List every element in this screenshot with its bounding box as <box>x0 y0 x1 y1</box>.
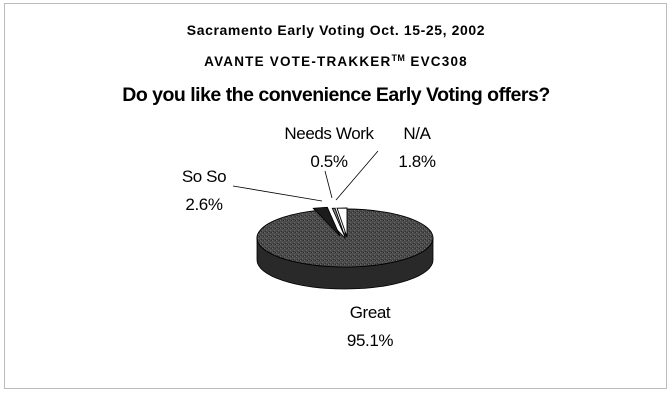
slice-label-n-a: N/A <box>403 124 431 143</box>
slice-great <box>256 208 434 268</box>
survey-question: Do you like the convenience Early Voting… <box>122 84 550 106</box>
chart-title: Sacramento Early Voting Oct. 15-25, 2002 <box>186 22 486 38</box>
leader-lines <box>232 150 379 202</box>
pie-tops <box>256 206 434 268</box>
slice-so-so <box>312 206 341 237</box>
slice-label-needs-work: Needs Work <box>284 124 374 143</box>
slice-value-so-so: 2.6% <box>185 195 222 214</box>
slice-label-great: Great <box>350 303 391 322</box>
slice-n-a <box>336 207 348 238</box>
subtitle-model: EVC308 <box>410 54 468 69</box>
slice-needs-work <box>331 207 346 238</box>
slice-value-needs-work: 0.5% <box>310 152 347 171</box>
chart-frame <box>4 3 667 389</box>
slice-value-great: 95.1% <box>347 331 393 350</box>
leader-n-a <box>335 150 379 201</box>
chart-subtitle: AVANTE VOTE-TRAKKERTM EVC308 <box>0 53 672 69</box>
trademark-mark: TM <box>391 53 406 63</box>
slice-labels: Great 95.1% So So 2.6% Needs Work 0.5% N/A 1.8% <box>182 124 436 350</box>
slice-label-so-so: So So <box>182 167 226 186</box>
slice-value-n-a: 1.8% <box>398 152 435 171</box>
leader-needs-work <box>324 170 333 199</box>
leader-so-so <box>232 185 323 202</box>
subtitle-brand: AVANTE VOTE-TRAKKER <box>204 54 392 69</box>
